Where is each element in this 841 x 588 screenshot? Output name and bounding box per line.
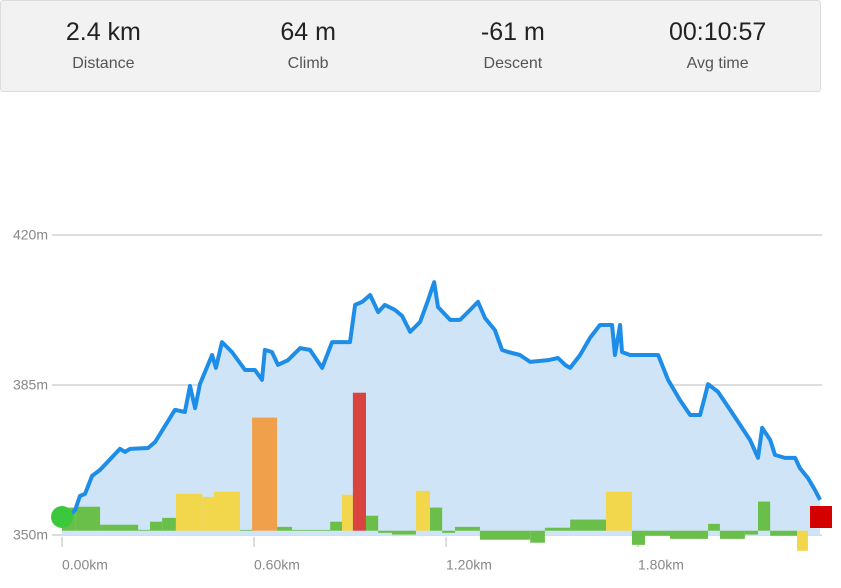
grade-bar <box>415 490 430 531</box>
stat-label: Avg time <box>686 55 749 72</box>
grade-bar <box>175 493 203 531</box>
stat: 64 m Climb <box>206 1 411 91</box>
stats-panel: 2.4 km Distance 64 m Climb -61 m Descent 00:10… <box>0 0 821 92</box>
x-tick-label: 0.60km <box>254 557 300 573</box>
stat-label: Distance <box>72 55 135 72</box>
grade-bar <box>442 530 455 533</box>
grade-bar <box>645 530 670 536</box>
grade-bar <box>202 496 214 531</box>
grade-bar <box>277 526 293 531</box>
grade-bar <box>138 529 150 531</box>
grade-bar <box>391 530 416 535</box>
x-tick-label: 1.80km <box>638 557 684 573</box>
grade-bar <box>670 530 709 539</box>
stat-value: 00:10:57 <box>668 18 767 46</box>
area-fill <box>62 282 821 535</box>
grade-bar <box>292 529 331 531</box>
grade-bar <box>479 530 531 540</box>
grade-bar <box>606 491 632 531</box>
stat: -61 m Descent <box>411 1 616 91</box>
grade-bar <box>719 530 745 539</box>
grade-bar <box>342 494 353 531</box>
stat: 2.4 km Distance <box>1 1 206 91</box>
grade-bar <box>352 392 366 531</box>
grade-bar <box>100 524 139 531</box>
start-marker <box>51 506 73 528</box>
stat-label: Climb <box>287 55 329 72</box>
stat-value: 64 m <box>280 18 336 46</box>
grade-bar <box>162 517 176 531</box>
grade-bar <box>239 529 253 531</box>
stat-value: -61 m <box>480 18 545 46</box>
stat-label: Descent <box>483 55 543 72</box>
grade-bar <box>366 515 379 531</box>
y-tick-label: 350m <box>13 527 48 543</box>
grade-bar <box>744 530 758 535</box>
grade-bar <box>252 417 278 531</box>
stat-value: 2.4 km <box>65 18 141 46</box>
grade-bar <box>214 491 240 531</box>
elevation-line <box>60 280 822 524</box>
grade-bar <box>708 523 720 531</box>
y-tick-label: 420m <box>13 227 48 243</box>
grade-bar <box>570 519 606 531</box>
stat: 00:10:57 Avg time <box>615 1 820 91</box>
grade-bar <box>75 506 101 531</box>
grade-bar <box>758 501 771 531</box>
grade-bar <box>530 530 545 543</box>
grade-bar <box>797 530 808 551</box>
grade-bar <box>330 521 342 531</box>
end-marker <box>810 506 832 528</box>
x-tick-label: 1.20km <box>446 557 492 573</box>
x-tick-label: 0.00km <box>62 557 108 573</box>
grade-bar <box>544 527 571 531</box>
grade-bar <box>430 507 443 531</box>
grade-bar <box>454 526 480 531</box>
grade-bar <box>378 530 392 533</box>
grade-bar <box>770 530 798 536</box>
grade-bar <box>150 521 163 531</box>
y-tick-label: 385m <box>13 377 48 393</box>
grade-bar <box>631 530 646 545</box>
